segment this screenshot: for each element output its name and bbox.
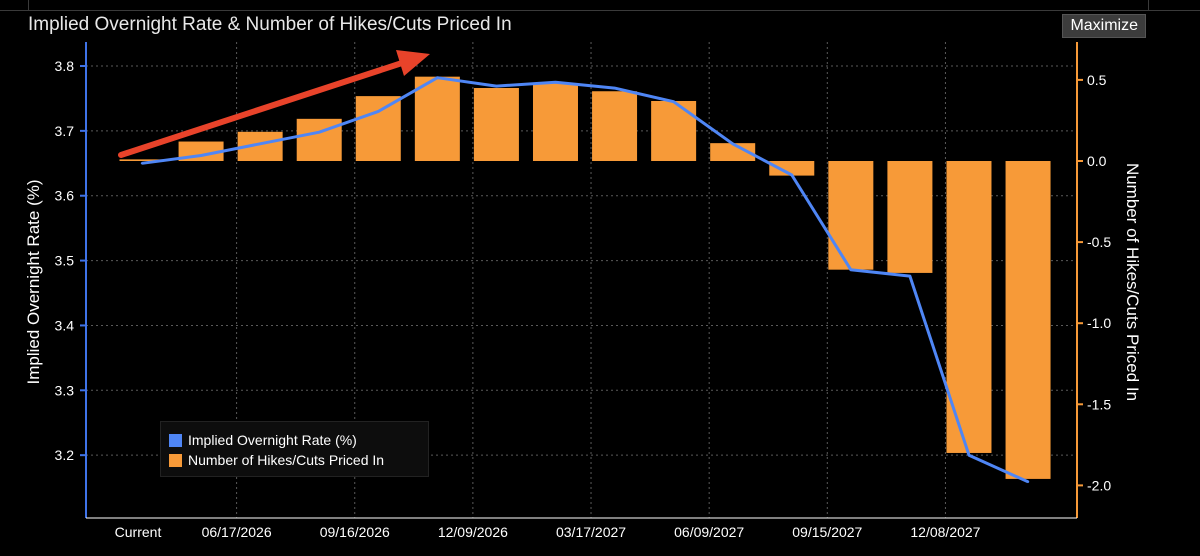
top-divider-tick: [28, 0, 29, 10]
line-series: [140, 76, 1030, 484]
x-tick-label: 03/17/2027: [556, 524, 626, 540]
top-divider-tick: [1148, 0, 1149, 10]
rate-point-3: [318, 130, 321, 134]
x-tick-label: 09/16/2026: [320, 524, 390, 540]
trend-arrow: [118, 50, 430, 158]
x-tick-label: 06/09/2027: [674, 524, 744, 540]
bar-5: [414, 76, 460, 161]
rate-point-7: [554, 81, 557, 84]
y-right-tick-label: -1.5: [1087, 396, 1111, 412]
bar-15: [1005, 161, 1051, 479]
bar-13: [887, 161, 933, 273]
y-left-tick-label: 3.4: [55, 317, 75, 333]
legend-item-rate: Implied Overnight Rate (%): [169, 430, 357, 450]
bar-14: [946, 161, 992, 453]
bar-4: [355, 96, 401, 161]
axes: 3.8 3.7 3.6 3.5 3.4 3.3 3.2 0.5 0.0 -0.5 -1.0 -1.5 -…: [55, 42, 1111, 540]
bar-8: [592, 91, 638, 161]
y-left-tick-label: 3.2: [55, 447, 75, 463]
x-tick-label: 12/09/2026: [438, 524, 508, 540]
rate-point-0: [140, 162, 144, 165]
legend: Implied Overnight Rate (%) Number of Hik…: [160, 421, 429, 477]
chart-title: Implied Overnight Rate & Number of Hikes…: [28, 14, 512, 35]
rate-point-11: [790, 173, 793, 177]
y-axis-left-label: Implied Overnight Rate (%): [24, 179, 43, 384]
y-right-tick-label: 0.5: [1087, 72, 1107, 88]
rate-line: [141, 76, 1029, 484]
x-tick-label: 09/15/2027: [792, 524, 862, 540]
y-right-tick-label: -0.5: [1087, 234, 1111, 250]
bar-10: [710, 143, 756, 161]
bar-6: [473, 88, 519, 161]
legend-label-rate: Implied Overnight Rate (%): [188, 432, 357, 448]
bar-7: [532, 83, 578, 161]
y-right-tick-label: -2.0: [1087, 477, 1111, 493]
x-tick-label: 12/08/2027: [910, 524, 980, 540]
rate-point-14: [967, 453, 971, 457]
rate-point-15: [1026, 480, 1030, 483]
x-tick-label: 06/17/2026: [202, 524, 272, 540]
y-right-tick-label: -1.0: [1087, 315, 1111, 331]
y-left-tick-label: 3.8: [55, 58, 75, 74]
bar-11: [769, 161, 815, 176]
legend-item-hikes: Number of Hikes/Cuts Priced In: [169, 450, 384, 470]
bar-12: [828, 161, 874, 270]
rate-point-9: [672, 100, 675, 103]
x-tick-label: Current: [115, 524, 162, 540]
y-left-tick-label: 3.3: [55, 382, 75, 398]
bar-9: [651, 100, 697, 161]
top-divider: [0, 0, 1200, 11]
rate-point-1: [199, 154, 203, 157]
legend-label-hikes: Number of Hikes/Cuts Priced In: [188, 452, 385, 468]
maximize-button[interactable]: Maximize: [1062, 14, 1146, 38]
rate-point-4: [377, 110, 380, 113]
y-right-tick-label: 0.0: [1087, 153, 1107, 169]
rate-point-13: [908, 274, 912, 278]
bar-0: [119, 159, 165, 161]
rate-point-5: [436, 76, 439, 79]
legend-swatch-hikes: [169, 453, 182, 467]
bar-series: [119, 76, 1051, 479]
y-left-tick-label: 3.7: [55, 123, 75, 139]
y-left-tick-label: 3.5: [55, 253, 75, 269]
y-axis-right-label: Number of Hikes/Cuts Priced In: [1123, 163, 1142, 401]
trend-arrow-head: [396, 50, 430, 76]
trend-arrow-shaft: [118, 60, 405, 158]
y-left-tick-label: 3.6: [55, 188, 75, 204]
rate-point-2: [258, 142, 262, 146]
rate-point-10: [731, 142, 734, 146]
rate-point-12: [849, 268, 853, 271]
rate-point-8: [613, 86, 616, 90]
rate-point-6: [495, 84, 498, 88]
legend-swatch-rate: [169, 433, 182, 447]
